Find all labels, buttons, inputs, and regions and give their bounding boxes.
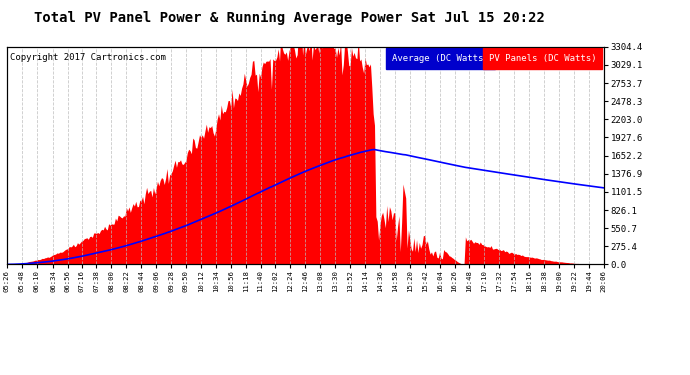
Text: Total PV Panel Power & Running Average Power Sat Jul 15 20:22: Total PV Panel Power & Running Average P… (34, 11, 545, 26)
Text: Copyright 2017 Cartronics.com: Copyright 2017 Cartronics.com (10, 53, 166, 62)
Legend: Average (DC Watts), PV Panels (DC Watts): Average (DC Watts), PV Panels (DC Watts) (388, 51, 600, 67)
